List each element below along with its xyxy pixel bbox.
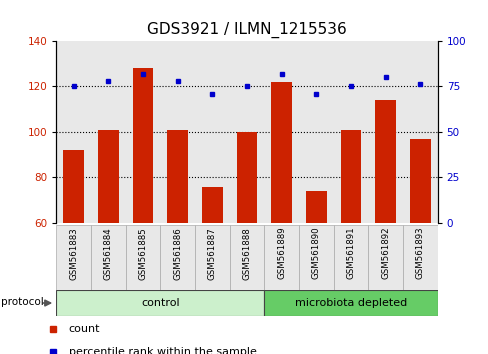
Text: GSM561891: GSM561891 xyxy=(346,227,355,279)
Text: GSM561883: GSM561883 xyxy=(69,227,78,280)
Bar xyxy=(195,225,229,290)
Text: percentile rank within the sample: percentile rank within the sample xyxy=(68,347,256,354)
Text: protocol: protocol xyxy=(1,297,44,307)
Bar xyxy=(367,225,402,290)
Title: GDS3921 / ILMN_1215536: GDS3921 / ILMN_1215536 xyxy=(147,22,346,38)
Bar xyxy=(333,225,367,290)
Text: GSM561892: GSM561892 xyxy=(380,227,389,279)
Text: GSM561884: GSM561884 xyxy=(103,227,113,280)
Bar xyxy=(167,130,187,223)
Bar xyxy=(374,100,395,223)
Bar xyxy=(340,130,361,223)
Bar xyxy=(91,225,125,290)
Bar xyxy=(298,225,333,290)
Bar xyxy=(56,225,91,290)
Bar xyxy=(236,132,257,223)
Bar xyxy=(160,225,195,290)
Bar xyxy=(271,82,291,223)
Text: GSM561888: GSM561888 xyxy=(242,227,251,280)
Bar xyxy=(409,139,430,223)
Bar xyxy=(402,225,437,290)
Text: GSM561889: GSM561889 xyxy=(277,227,285,279)
Bar xyxy=(125,225,160,290)
Bar xyxy=(305,191,326,223)
Bar xyxy=(229,225,264,290)
Bar xyxy=(63,150,84,223)
Bar xyxy=(264,225,298,290)
Bar xyxy=(264,290,437,316)
Bar xyxy=(98,130,119,223)
Text: GSM561890: GSM561890 xyxy=(311,227,320,279)
Bar xyxy=(56,290,264,316)
Text: GSM561887: GSM561887 xyxy=(207,227,216,280)
Text: count: count xyxy=(68,324,100,334)
Text: GSM561885: GSM561885 xyxy=(138,227,147,280)
Text: control: control xyxy=(141,298,179,308)
Text: GSM561886: GSM561886 xyxy=(173,227,182,280)
Bar xyxy=(202,187,222,223)
Bar xyxy=(132,68,153,223)
Text: microbiota depleted: microbiota depleted xyxy=(294,298,407,308)
Text: GSM561893: GSM561893 xyxy=(415,227,424,279)
